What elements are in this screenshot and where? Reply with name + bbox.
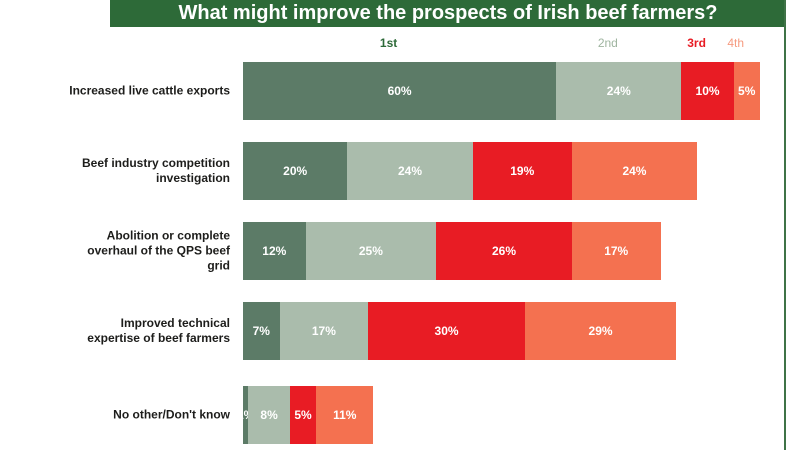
bar-segment-1st: 20% xyxy=(243,142,348,200)
category-label-line: Increased live cattle exports xyxy=(69,83,230,98)
chart-row: Abolition or complete overhaul of the QPS… xyxy=(87,222,786,280)
stacked-bar: 12% 25% 26% 17% xyxy=(243,222,661,280)
legend-item-4th: 4th xyxy=(727,36,745,50)
chart-row: No other/Don't know 1% 8% 5% 11% xyxy=(110,386,786,444)
chart-border-right xyxy=(784,0,786,450)
category-label: Abolition or complete overhaul of the QPS… xyxy=(87,229,230,274)
chart-title-bar: What might improve the prospects of Iris… xyxy=(110,0,786,27)
category-label-line: expertise of beef farmers xyxy=(87,331,230,345)
bar-segment-4th: 29% xyxy=(524,302,677,360)
stacked-bar: 7% 17% 30% 29% xyxy=(243,302,677,360)
bar-segment-2nd: 17% xyxy=(279,302,369,360)
bar-segment-3rd: 10% xyxy=(681,62,734,120)
bar-segment-1st: 7% xyxy=(243,302,280,360)
category-label: Improved technical expertise of beef farm… xyxy=(87,316,230,346)
chart-title: What might improve the prospects of Iris… xyxy=(178,2,718,24)
category-label: Increased live cattle exports xyxy=(69,84,230,99)
category-label: Beef industry competition investigation xyxy=(82,156,230,186)
chart-row: Beef industry competition investigation 20… xyxy=(82,142,786,200)
category-label-line: Beef industry competition xyxy=(81,156,230,170)
bar-segment-4th: 5% xyxy=(733,62,760,120)
category-label-line: No other/Don't know xyxy=(113,407,230,422)
bars-area: Increased live cattle exports 60% 24% 10% 5%… xyxy=(69,0,786,450)
bar-segment-3rd: 30% xyxy=(368,302,525,360)
chart-frame: What might improve the prospects of Iris… xyxy=(69,0,786,450)
category-label-line: overhaul of the QPS beef xyxy=(87,243,230,258)
category-label: No other/Don't know xyxy=(113,408,230,423)
bar-segment-4th: 11% xyxy=(316,386,374,444)
category-label-line: Abolition or complete xyxy=(106,228,230,243)
bar-segment-1st: 12% xyxy=(243,222,306,280)
bar-segment-2nd: 25% xyxy=(305,222,437,280)
legend: 1st 2nd 3rd 4th xyxy=(110,0,786,55)
bar-segment-3rd: 26% xyxy=(436,222,572,280)
bar-segment-3rd: 19% xyxy=(472,142,572,200)
legend-item-1st: 1st xyxy=(379,36,398,50)
category-label-line: investigation xyxy=(155,171,230,185)
stacked-bar: 60% 24% 10% 5% xyxy=(243,62,760,120)
legend-item-2nd: 2nd xyxy=(597,36,618,50)
bar-segment-2nd: 8% xyxy=(248,386,290,444)
bar-segment-2nd: 24% xyxy=(347,142,473,200)
chart-row: Increased live cattle exports 60% 24% 10% 5% xyxy=(69,62,786,120)
bar-segment-1st: 60% xyxy=(243,62,557,120)
bar-segment-4th: 24% xyxy=(571,142,698,200)
bar-segment-4th: 17% xyxy=(571,222,661,280)
bar-segment-3rd: 5% xyxy=(289,386,317,444)
legend-item-3rd: 3rd xyxy=(687,36,706,50)
stacked-bar: 1% 8% 5% 11% xyxy=(237,386,374,444)
stacked-bar: 20% 24% 19% 24% xyxy=(243,142,698,200)
chart-row: Improved technical expertise of beef farm… xyxy=(87,302,786,360)
bar-segment-2nd: 24% xyxy=(556,62,682,120)
category-label-line: Improved technical xyxy=(120,316,230,330)
category-label-line: grid xyxy=(207,258,230,273)
